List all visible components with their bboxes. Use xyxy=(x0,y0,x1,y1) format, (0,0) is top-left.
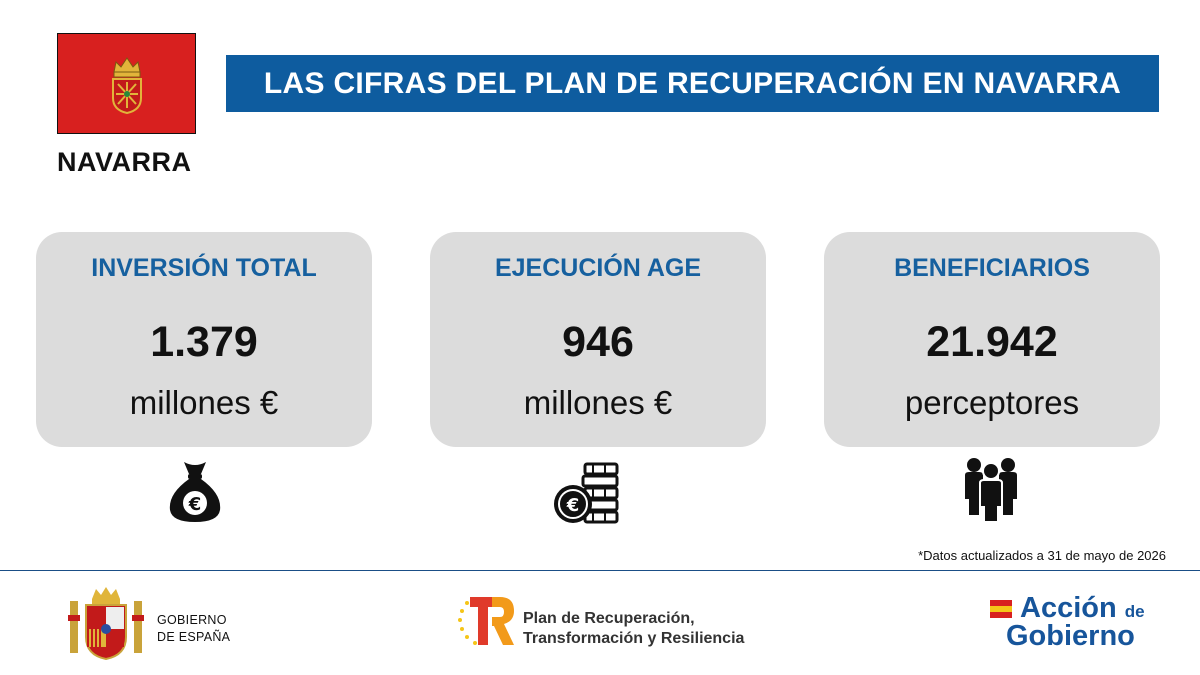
card-unit: perceptores xyxy=(904,384,1080,421)
prtr-line-1: Plan de Recuperación, xyxy=(523,610,695,627)
page-title: LAS CIFRAS DEL PLAN DE RECUPERACIÓN EN N… xyxy=(226,55,1159,112)
card-unit: millones € xyxy=(523,384,673,421)
card-beneficiarios: BENEFICIARIOS 21.942 perceptores xyxy=(824,232,1160,447)
svg-text:€: € xyxy=(566,495,580,516)
card-value: 21.942 xyxy=(926,318,1058,366)
gobierno-line-2: DE ESPAÑA xyxy=(157,630,231,644)
flag-stripe-yellow xyxy=(990,606,1012,612)
gobierno-line-1: GOBIERNO xyxy=(157,613,227,627)
flag-stripe-red xyxy=(990,612,1012,618)
gobierno-word: Gobierno xyxy=(1006,620,1135,652)
navarra-coat-of-arms-icon xyxy=(112,57,142,114)
prtr-logo-icon xyxy=(458,597,514,645)
svg-text:€: € xyxy=(188,494,202,515)
navarra-flag xyxy=(57,33,196,134)
accion-word: Acción xyxy=(1020,592,1117,624)
money-bag-euro-icon: € xyxy=(169,462,221,522)
card-value: 1.379 xyxy=(150,318,258,366)
card-unit: millones € xyxy=(129,384,279,421)
coin-stack-euro-icon: € xyxy=(554,462,619,524)
gobierno-de-espana-logo: GOBIERNO DE ESPAÑA xyxy=(157,612,230,646)
card-label: BENEFICIARIOS xyxy=(894,254,1090,282)
people-group-icon xyxy=(965,458,1017,523)
prtr-line-2: Transformación y Resiliencia xyxy=(523,630,745,647)
flag-stripe-red xyxy=(990,600,1012,606)
prtr-logo-text: Plan de Recuperación, Transformación y R… xyxy=(523,609,744,649)
accion-line-1: Acción de xyxy=(1020,592,1145,625)
data-update-note: *Datos actualizados a 31 de mayo de 2026 xyxy=(918,548,1166,563)
card-ejecucion-age: EJECUCIÓN AGE 946 millones € xyxy=(430,232,766,447)
de-word: de xyxy=(1124,602,1145,621)
card-inversion-total: INVERSIÓN TOTAL 1.379 millones € xyxy=(36,232,372,447)
footer-divider xyxy=(0,570,1200,571)
card-label: EJECUCIÓN AGE xyxy=(494,254,702,282)
region-name: NAVARRA xyxy=(57,147,192,177)
spain-coat-of-arms-icon xyxy=(68,587,144,661)
card-label: INVERSIÓN TOTAL xyxy=(91,254,317,282)
card-value: 946 xyxy=(562,318,634,366)
